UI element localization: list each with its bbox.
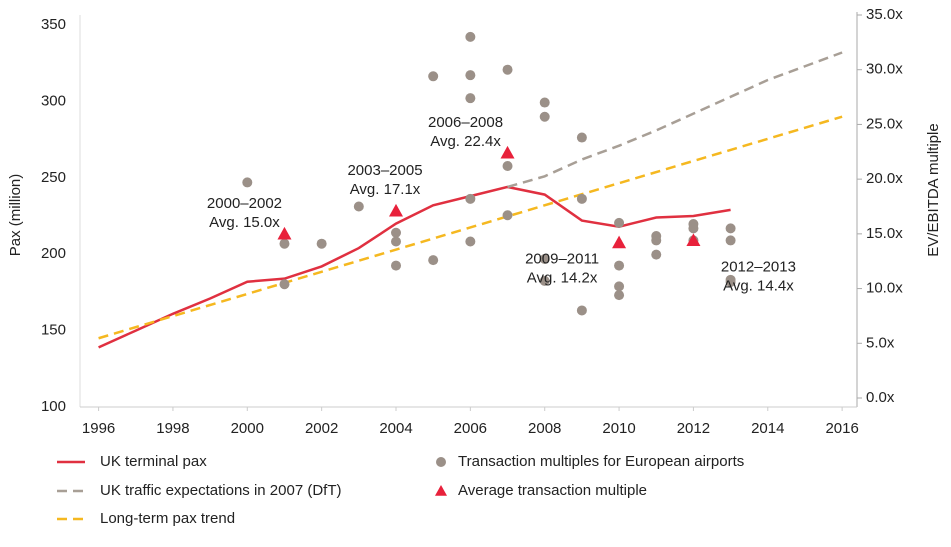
y2-tick-label: 5.0x [866, 334, 895, 351]
annotation-period: 2003–2005 [347, 162, 422, 179]
scatter-point [279, 238, 290, 249]
scatter-point [391, 260, 402, 271]
average-marker [277, 226, 292, 240]
x-tick-label: 2002 [305, 420, 338, 437]
annotation-value: Avg. 14.2x [527, 270, 598, 287]
legend-label: Transaction multiples for European airpo… [458, 453, 744, 470]
x-tick-label: 2006 [454, 420, 487, 437]
scatter-point [353, 201, 364, 212]
x-tick-label: 1998 [156, 420, 189, 437]
scatter-point [316, 238, 327, 249]
x-tick-label: 2016 [825, 420, 858, 437]
legend-label: UK traffic expectations in 2007 (DfT) [100, 482, 342, 499]
scatter-point [614, 260, 625, 271]
scatter-point [502, 64, 513, 75]
scatter-point [539, 97, 550, 108]
y-tick-label: 250 [41, 169, 66, 186]
scatter-point [576, 193, 587, 204]
x-tick-label: 2000 [231, 420, 264, 437]
y2-tick-label: 25.0x [866, 115, 903, 132]
scatter-point [502, 210, 513, 221]
scatter-point [465, 93, 476, 104]
scatter-point [465, 31, 476, 42]
scatter-point [651, 249, 662, 260]
annotation-value: Avg. 22.4x [430, 133, 501, 150]
average-marker [389, 203, 404, 217]
scatter-point [614, 281, 625, 292]
average-marker [612, 235, 627, 249]
scatter-point [465, 193, 476, 204]
scatter-point [539, 254, 550, 265]
x-tick-label: 2012 [677, 420, 710, 437]
annotation-value: Avg. 14.4x [723, 277, 794, 294]
scatter-point [576, 132, 587, 143]
scatter-point [428, 255, 439, 266]
legend-label: Long-term pax trend [100, 510, 235, 527]
y-axis-label: Pax (million) [7, 174, 24, 257]
y-tick-label: 100 [41, 398, 66, 415]
scatter-point [725, 223, 736, 234]
y-tick-label: 200 [41, 245, 66, 262]
x-tick-label: 2010 [602, 420, 635, 437]
x-tick-label: 2004 [379, 420, 412, 437]
y2-tick-label: 35.0x [866, 6, 903, 23]
average-marker [500, 145, 515, 159]
line-series [507, 51, 843, 189]
y2-tick-label: 15.0x [866, 225, 903, 242]
scatter-point [391, 236, 402, 247]
scatter-point [614, 217, 625, 228]
scatter-point [688, 223, 699, 234]
legend-swatch [435, 485, 447, 496]
x-tick-label: 1996 [82, 420, 115, 437]
scatter-point [391, 227, 402, 238]
y-tick-label: 150 [41, 322, 66, 339]
scatter-point [614, 290, 625, 301]
scatter-point [465, 70, 476, 81]
y-tick-label: 300 [41, 92, 66, 109]
scatter-point [279, 279, 290, 290]
scatter-point [725, 235, 736, 246]
x-tick-label: 2008 [528, 420, 561, 437]
y2-tick-label: 0.0x [866, 389, 895, 406]
y-tick-label: 350 [41, 16, 66, 33]
legend-swatch [436, 457, 446, 467]
y2-axis-label: EV/EBITDA multiple [925, 123, 942, 256]
line-series [98, 115, 843, 340]
line-series [98, 185, 731, 349]
average-marker [686, 233, 701, 247]
scatter-point [576, 305, 587, 316]
scatter-point [539, 275, 550, 286]
scatter-point [428, 71, 439, 82]
x-tick-label: 2014 [751, 420, 784, 437]
scatter-point [242, 177, 253, 188]
legend-label: Average transaction multiple [458, 482, 647, 499]
y2-tick-label: 10.0x [866, 280, 903, 297]
scatter-point [539, 111, 550, 122]
y2-tick-label: 30.0x [866, 61, 903, 78]
scatter-point [651, 235, 662, 246]
annotation-value: Avg. 15.0x [209, 214, 280, 231]
scatter-point [725, 277, 736, 288]
scatter-point [502, 161, 513, 172]
annotation-period: 2012–2013 [721, 258, 796, 275]
annotation-period: 2000–2002 [207, 195, 282, 212]
annotation-period: 2006–2008 [428, 114, 503, 131]
annotation-period: 2009–2011 [525, 251, 599, 268]
legend-label: UK terminal pax [100, 453, 207, 470]
scatter-point [465, 236, 476, 247]
annotation-value: Avg. 17.1x [350, 181, 421, 198]
y2-tick-label: 20.0x [866, 170, 903, 187]
